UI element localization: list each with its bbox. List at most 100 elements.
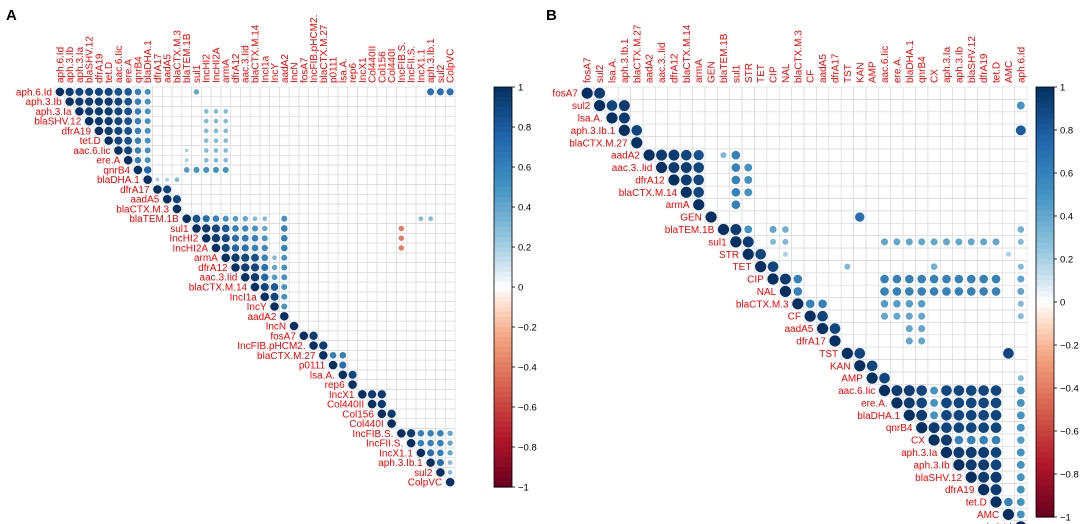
row-label: sul1 bbox=[708, 237, 727, 248]
grid-cell bbox=[927, 123, 941, 137]
grid-cell bbox=[791, 99, 805, 113]
colorbar-segment bbox=[1036, 463, 1054, 470]
grid-cell bbox=[952, 198, 966, 212]
corr-circle: dfrA12 × aadA2: 0.5 bbox=[281, 264, 288, 271]
corr-circle: armA × armA: 1 bbox=[693, 199, 705, 211]
row-label: IncN bbox=[266, 322, 287, 333]
corr-circle: blaTEM.1B × dfrA12: 0.45 bbox=[232, 215, 239, 222]
colorbar-segment bbox=[494, 252, 512, 258]
grid-cell bbox=[308, 184, 319, 195]
grid-cell bbox=[386, 145, 397, 156]
grid-cell bbox=[890, 136, 904, 150]
corr-circle: aph.3.Ib × dfrA19: 0.95 bbox=[978, 459, 990, 471]
corr-circle: aac.6.Iic × aac.6.Iic: 1 bbox=[114, 146, 123, 155]
corr-circle: armA × aadA2: 0.5 bbox=[281, 254, 288, 261]
grid-cell bbox=[181, 96, 192, 107]
grid-cell bbox=[405, 164, 417, 176]
grid-cell bbox=[405, 223, 417, 234]
grid-cell bbox=[152, 145, 163, 156]
grid-cell bbox=[240, 194, 251, 205]
grid-cell bbox=[655, 99, 669, 113]
grid-cell bbox=[269, 223, 280, 234]
colorbar-segment bbox=[494, 132, 512, 138]
grid-cell bbox=[171, 164, 183, 176]
corr-circle: p0111 × lsa.A.: 0.7 bbox=[339, 361, 347, 369]
grid-cell bbox=[425, 408, 436, 420]
grid-cell bbox=[939, 297, 953, 311]
grid-cell bbox=[927, 359, 941, 373]
row-label: ColpVC bbox=[408, 478, 442, 489]
grid-cell bbox=[766, 111, 780, 125]
grid-cell bbox=[376, 233, 388, 244]
grid-cell bbox=[376, 242, 388, 254]
corr-circle: fosA7 × IncFIB.pHCM2.: 0.95 bbox=[309, 331, 318, 340]
colorbar-segment bbox=[494, 482, 512, 488]
grid-cell bbox=[840, 173, 854, 187]
grid-cell bbox=[425, 106, 436, 117]
corr-circle: blaSHV.12 × blaSHV.12: 1 bbox=[84, 116, 94, 126]
grid-cell bbox=[230, 135, 241, 146]
colorbar-segment bbox=[1036, 119, 1054, 126]
grid-cell bbox=[366, 281, 378, 293]
grid-cell bbox=[803, 210, 817, 224]
grid-cell bbox=[435, 418, 446, 429]
grid-cell bbox=[989, 297, 1003, 311]
corr-circle: lsa.A. × lsa.A.: 1 bbox=[606, 112, 618, 124]
corr-circle: ere.A. × dfrA19: 0.9 bbox=[978, 397, 989, 409]
corr-circle: dfrA12 × aac.3.Iid: 0.95 bbox=[241, 263, 250, 272]
grid-cell bbox=[337, 86, 348, 98]
grid-cell bbox=[964, 148, 978, 162]
grid-cell bbox=[347, 86, 358, 98]
colorbar-segment bbox=[1036, 398, 1054, 405]
grid-cell bbox=[840, 322, 854, 336]
grid-cell bbox=[357, 311, 368, 322]
colorbar-segment bbox=[494, 112, 512, 118]
corr-circle: aac.3..Iid × sul1: 0.6 bbox=[731, 163, 741, 172]
grid-cell bbox=[191, 96, 202, 107]
grid-cell bbox=[318, 291, 329, 302]
corr-circle: fosA7 × fosA7: 1 bbox=[581, 87, 593, 99]
corr-circle: aph.3.Ia × aph.3.Ib: 0.95 bbox=[953, 447, 965, 458]
row-label: blaCTX.M.27 bbox=[569, 138, 628, 149]
corr-circle: IncX1.1 × IncX1.1: 1 bbox=[416, 448, 426, 458]
column-label: blaCTX.M.14 bbox=[682, 24, 693, 83]
grid-cell bbox=[977, 247, 991, 261]
grid-cell bbox=[1014, 334, 1028, 348]
grid-cell bbox=[366, 194, 378, 205]
corr-circle: dfrA17 × aadA5: 0.9 bbox=[163, 185, 172, 194]
grid-cell bbox=[337, 213, 348, 224]
grid-cell bbox=[288, 164, 300, 176]
row-label: aph.3.Ia bbox=[901, 448, 938, 459]
row-label: IncFII.S. bbox=[366, 439, 403, 450]
grid-cell bbox=[1001, 396, 1015, 410]
grid-cell bbox=[162, 125, 173, 137]
corr-circle: aac.6.Iic × dfrA19: 0.9 bbox=[978, 385, 989, 396]
grid-cell bbox=[840, 272, 854, 286]
corr-circle: IncFIB.pHCM2. × IncFIB.pHCM2.: 1 bbox=[309, 341, 318, 350]
colorbar-tick-label: 1 bbox=[1060, 83, 1065, 94]
grid-cell bbox=[1001, 297, 1015, 311]
corr-circle: IncY × aadA2: 0.5 bbox=[281, 303, 288, 310]
grid-cell bbox=[927, 309, 941, 323]
colorbar-segment bbox=[1036, 285, 1054, 292]
grid-cell bbox=[1001, 421, 1015, 435]
colorbar-segment bbox=[494, 382, 512, 388]
grid-cell bbox=[357, 340, 368, 351]
corr-circle: IncHI2A × blaCTX.M.14: 0.6 bbox=[251, 244, 259, 252]
grid-cell bbox=[853, 185, 867, 199]
grid-cell bbox=[405, 115, 417, 127]
grid-cell bbox=[288, 106, 300, 117]
grid-cell bbox=[405, 369, 417, 380]
grid-cell bbox=[989, 123, 1003, 137]
colorbar-segment bbox=[1036, 199, 1054, 206]
grid-cell bbox=[704, 99, 718, 113]
grid-cell bbox=[415, 291, 427, 302]
grid-cell bbox=[337, 184, 348, 195]
grid-cell bbox=[865, 346, 879, 360]
grid-cell bbox=[376, 330, 388, 341]
grid-cell bbox=[865, 260, 879, 274]
grid-cell bbox=[444, 154, 456, 166]
row-label: aph.3.Ib.1 bbox=[378, 458, 423, 469]
grid-cell bbox=[816, 210, 830, 224]
grid-cell bbox=[964, 322, 978, 336]
